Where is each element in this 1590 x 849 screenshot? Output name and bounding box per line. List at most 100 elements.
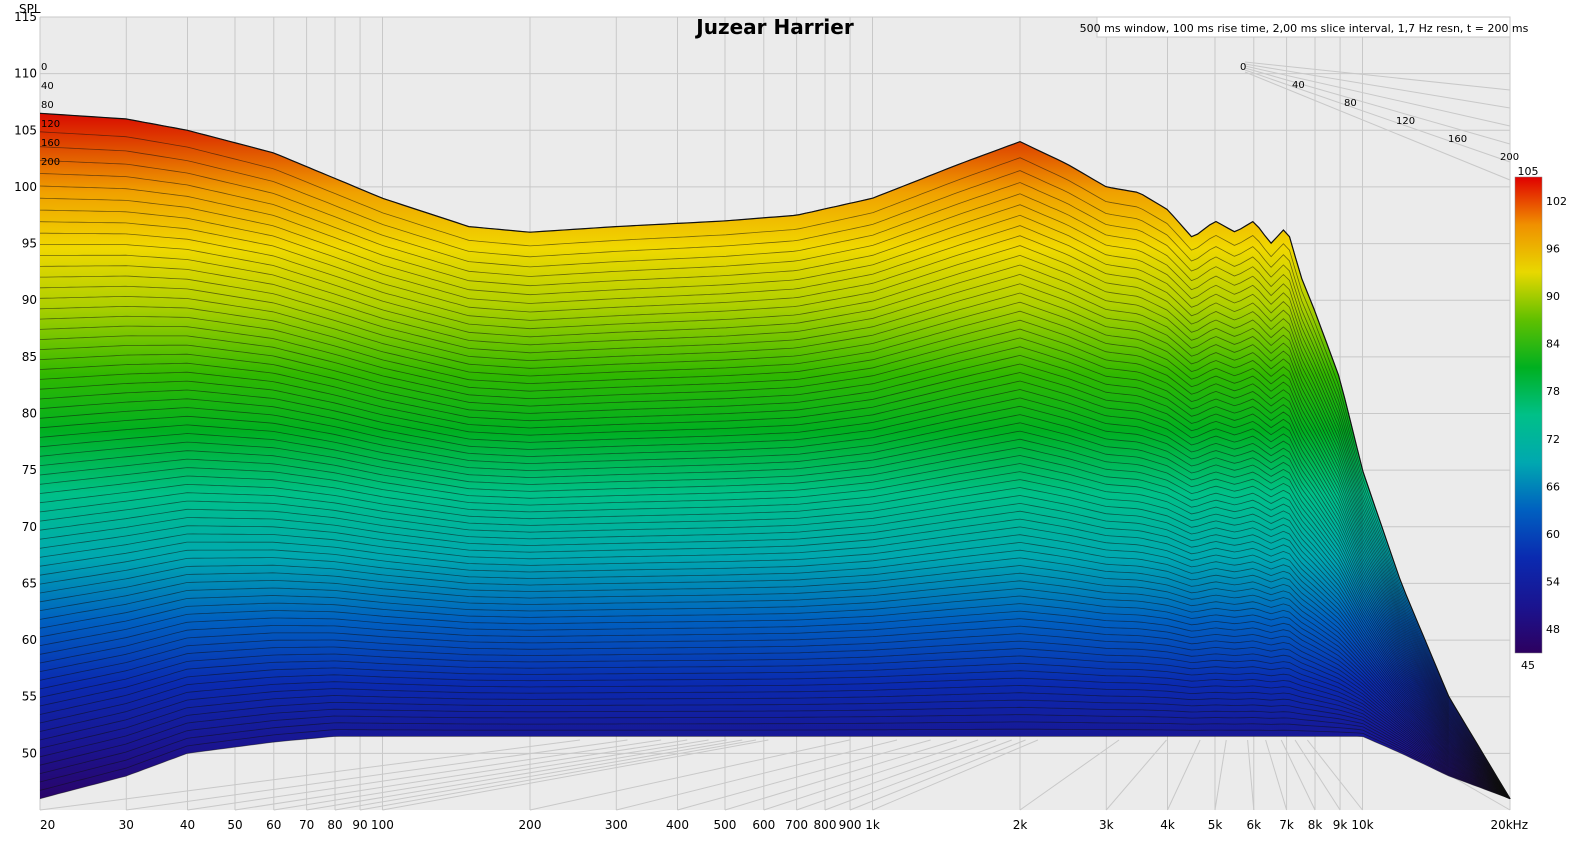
slice-line	[39, 728, 1511, 800]
slice-line	[39, 209, 1511, 799]
time-labels-right: 0 40 80 120 160 200	[1240, 62, 1519, 163]
slice-line	[39, 479, 1511, 799]
x-tick-label: 9k	[1333, 818, 1348, 832]
y-tick-label: 70	[22, 520, 37, 534]
slice-line	[39, 648, 1511, 800]
y-tick-label: 95	[22, 237, 37, 251]
floor-line	[872, 739, 1039, 811]
slice-line	[39, 315, 1511, 799]
time-labels-left: 0 40 80 120 160 200	[41, 62, 60, 168]
slice-line	[39, 603, 1511, 800]
x-tick-label: 900	[839, 818, 862, 832]
slice-line	[39, 662, 1511, 800]
slice-line	[39, 541, 1511, 800]
slice-line	[39, 197, 1511, 799]
x-tick-label: 40	[180, 818, 195, 832]
slice-line	[39, 510, 1511, 800]
slice-line	[39, 325, 1511, 799]
x-tick-label: 10k	[1351, 818, 1373, 832]
x-tick-label: 700	[785, 818, 808, 832]
slice-line	[39, 714, 1511, 800]
y-tick-label: 100	[14, 180, 37, 194]
slice-line	[39, 131, 1511, 799]
floor-line	[1280, 739, 1316, 811]
x-tick-label: 30	[119, 818, 134, 832]
time-label-left: 80	[41, 100, 54, 111]
slice-line	[39, 422, 1511, 799]
back-wall-line	[1244, 63, 1511, 109]
time-label-right: 40	[1292, 80, 1305, 91]
x-tick-label: 600	[752, 818, 775, 832]
back-wall-line	[1244, 65, 1511, 127]
floor-line	[1247, 739, 1255, 811]
surface-fill	[40, 113, 1510, 799]
x-tick-label: 4k	[1160, 818, 1175, 832]
floor-line	[616, 739, 898, 811]
parameters-box	[1096, 16, 1511, 38]
slice-line	[39, 502, 1511, 799]
floor-line	[677, 739, 931, 811]
slice-line	[39, 572, 1511, 800]
colorbar-tick-label: 66	[1546, 480, 1560, 493]
colorbar-tick-label: 78	[1546, 385, 1560, 398]
slice-line	[39, 371, 1511, 799]
floor-line	[1019, 739, 1120, 811]
floor-line	[1265, 739, 1288, 811]
slice-line	[39, 655, 1511, 800]
slice-line	[39, 736, 1511, 800]
y-tick-label: 55	[22, 690, 37, 704]
x-tick-label: 80	[327, 818, 342, 832]
colorbar-tick-label: 102	[1546, 195, 1567, 208]
x-tick-label: 400	[666, 818, 689, 832]
x-tick-label: 1k	[865, 818, 880, 832]
slice-line	[39, 534, 1511, 800]
y-tick-label: 60	[22, 633, 37, 647]
slice-line	[39, 295, 1511, 799]
y-axis-label: SPL	[19, 2, 41, 16]
slice-line	[39, 565, 1511, 800]
floor-line	[849, 739, 1026, 811]
y-tick-label: 50	[22, 746, 37, 760]
slice-line	[39, 146, 1511, 799]
slice-line	[39, 430, 1511, 799]
floor-line	[39, 739, 581, 811]
slice-line	[39, 692, 1511, 800]
floor-line	[763, 739, 979, 811]
slice-line	[39, 221, 1511, 799]
time-label-right: 0	[1240, 62, 1246, 73]
waterfall-surface	[39, 112, 1511, 800]
slice-line	[39, 335, 1511, 799]
slice-line	[39, 438, 1511, 799]
slice-line	[39, 526, 1511, 800]
time-label-left: 40	[41, 81, 54, 92]
x-tick-label: 300	[605, 818, 628, 832]
slice-line	[39, 173, 1511, 799]
slice-line	[39, 618, 1511, 800]
back-wall-line	[1244, 61, 1511, 91]
colorbar-tick-label: 48	[1546, 623, 1560, 636]
slice-line	[40, 275, 1511, 799]
floor-line	[1294, 739, 1341, 811]
y-tick-label: 105	[14, 123, 37, 137]
slice-line	[39, 495, 1511, 799]
slice-line	[39, 185, 1511, 799]
time-label-left: 160	[41, 138, 60, 149]
x-tick-label: 60	[266, 818, 281, 832]
colorbar-gradient	[1514, 176, 1543, 654]
slice-line	[39, 455, 1511, 799]
slice-line	[39, 254, 1511, 799]
slice-line	[39, 549, 1511, 800]
x-tick-label: 7k	[1279, 818, 1294, 832]
y-tick-label: 110	[14, 67, 37, 81]
time-label-left: 200	[41, 157, 60, 168]
slice-line	[39, 595, 1511, 800]
slice-line	[39, 463, 1511, 799]
time-label-left: 0	[41, 62, 47, 73]
x-tick-label: 8k	[1308, 818, 1323, 832]
x-axis-ticks: 20 30 40 50 60 70 80 90 100 200 300 400 500 600 700 800…	[40, 818, 1528, 832]
floor-line	[529, 739, 850, 811]
slice-line	[40, 232, 1511, 799]
x-tick-label: 3k	[1099, 818, 1114, 832]
slice-line	[39, 699, 1511, 800]
